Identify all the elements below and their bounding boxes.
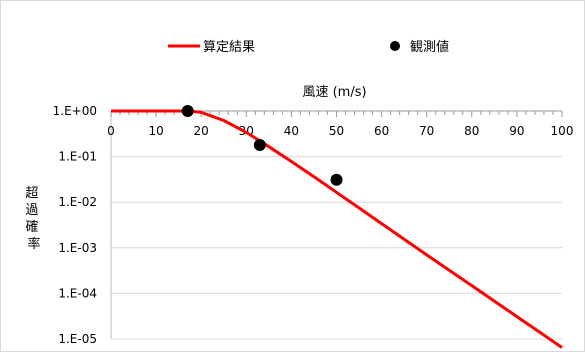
y-tick-label: 1.E-01 — [58, 150, 97, 164]
observed-point — [330, 173, 343, 186]
legend-marker-swatch — [390, 41, 400, 51]
x-axis-title: 風速 (m/s) — [302, 85, 366, 100]
x-tick-label: 100 — [551, 124, 574, 138]
observed-point — [181, 105, 194, 117]
y-tick-label: 1.E-03 — [58, 241, 97, 255]
series-points-group — [181, 105, 343, 186]
y-tick-label: 1.E-04 — [58, 286, 97, 300]
y-tick-label: 1.E+00 — [53, 104, 97, 118]
legend: 算定結果 観測値 — [168, 39, 449, 55]
y-axis-ticks: 1.E+00 1.E-01 1.E-02 1.E-03 1.E-04 1.E-05 — [53, 104, 97, 346]
x-tick-label: 20 — [194, 124, 209, 138]
x-tick-label: 40 — [284, 124, 299, 138]
x-tick-label: 0 — [107, 124, 115, 138]
x-axis: 0 10 20 30 40 50 60 70 80 90 100 — [107, 110, 574, 138]
y-tick-label: 1.E-05 — [58, 332, 97, 346]
y-axis-title-char-3: 確 — [25, 219, 38, 235]
legend-label-calculated: 算定結果 — [203, 40, 255, 55]
y-axis-title: 超 過 確 率 — [25, 186, 42, 252]
x-tick-label: 60 — [374, 124, 389, 138]
x-tick-label: 50 — [329, 124, 344, 138]
x-tick-label: 80 — [464, 124, 479, 138]
y-tick-label: 1.E-02 — [58, 195, 97, 209]
x-tick-label: 10 — [148, 124, 163, 138]
y-axis-title-char-1: 超 — [25, 186, 38, 201]
legend-label-observed: 観測値 — [410, 39, 449, 55]
y-axis-title-char-2: 過 — [25, 203, 38, 218]
x-tick-label: 70 — [419, 124, 434, 138]
observed-point — [253, 138, 266, 151]
y-axis-title-char-4: 率 — [27, 236, 40, 252]
x-tick-label: 90 — [509, 124, 524, 138]
